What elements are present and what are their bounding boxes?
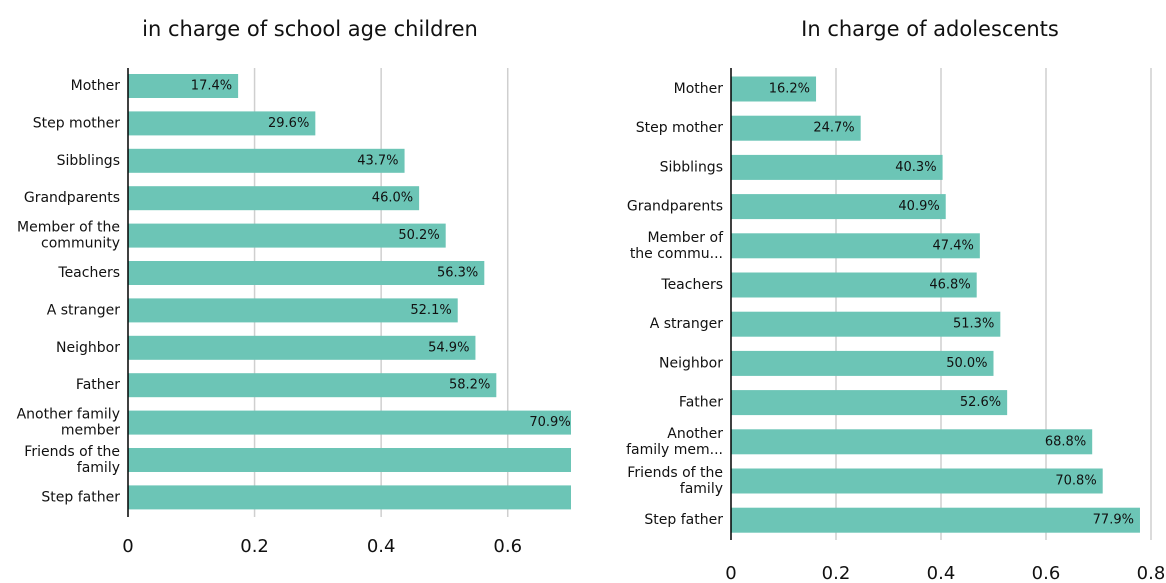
bar	[731, 311, 1001, 337]
x-tick-label: 0.2	[240, 536, 269, 557]
value-label: 17.4%	[191, 79, 232, 94]
value-label: 47.4%	[933, 238, 974, 253]
bar	[731, 194, 946, 220]
bar	[128, 448, 571, 472]
value-label: 24.7%	[813, 121, 854, 136]
chart-title: In charge of adolescents	[801, 17, 1059, 41]
bar	[128, 335, 476, 360]
value-label: 51.3%	[953, 317, 994, 332]
bar	[731, 468, 1103, 494]
bars: 16.2% 24.7% 40.3% 40.9% 47.4% 46.8% 51.3% 50.0%…	[731, 76, 1140, 533]
x-tick-label: 0.6	[1032, 563, 1061, 583]
value-label: 58.2%	[449, 378, 490, 393]
value-label: 40.3%	[895, 160, 936, 175]
y-tick-label: Father	[76, 377, 120, 393]
y-tick-label: Mother	[71, 78, 121, 94]
bars: 17.4% 29.6% 43.7% 46.0% 50.2% 56.3% 52.1% 54.9%…	[128, 74, 571, 510]
value-label: 50.0%	[946, 356, 987, 371]
y-tick-label: Friends of the family	[24, 444, 120, 476]
y-tick-label: Neighbor	[56, 340, 120, 356]
y-tick-label: A stranger	[650, 316, 724, 332]
value-label: 29.6%	[268, 116, 309, 131]
y-tick-label: Step father	[644, 512, 723, 528]
bar	[128, 186, 420, 211]
bar	[731, 350, 994, 376]
bar	[128, 261, 485, 285]
value-label: 68.8%	[1045, 434, 1086, 449]
y-tick-label: Another family mem...	[626, 426, 723, 458]
value-label: 50.2%	[398, 228, 439, 243]
x-tick-label: 0.8	[1137, 563, 1166, 583]
value-label: 16.2%	[769, 82, 810, 97]
bar	[731, 429, 1093, 455]
value-label: 46.8%	[929, 278, 970, 293]
value-label: 56.3%	[437, 266, 478, 281]
bar	[128, 74, 239, 98]
y-tick-label: Friends of the family	[627, 465, 723, 497]
bar	[731, 233, 980, 259]
y-tick-label: Sibblings	[660, 159, 723, 175]
bar	[128, 298, 458, 323]
bar	[128, 223, 446, 248]
y-tick-label: Neighbor	[659, 355, 723, 371]
y-tick-label: Member of the commu...	[630, 230, 724, 262]
y-tick-label: Step father	[41, 489, 120, 505]
value-label: 54.9%	[428, 340, 469, 355]
bar	[128, 148, 405, 173]
y-tick-label: Grandparents	[627, 199, 723, 215]
x-tick-label: 0	[725, 563, 736, 583]
value-label: 40.9%	[898, 199, 939, 214]
x-tick-label: 0.4	[927, 563, 956, 583]
x-tick-label: 0	[122, 536, 133, 557]
bar	[128, 111, 316, 136]
bar	[731, 154, 943, 180]
y-tick-label: Teachers	[660, 277, 723, 293]
bar	[731, 76, 817, 102]
bar	[731, 272, 977, 298]
bar	[128, 373, 497, 398]
x-tick-label: 0.2	[822, 563, 851, 583]
y-tick-label: Another family member	[17, 407, 121, 439]
x-tick-label: 0.4	[367, 536, 396, 557]
bar	[731, 390, 1008, 416]
y-tick-label: Teachers	[57, 265, 120, 281]
bar	[731, 507, 1140, 533]
y-tick-label: A stranger	[47, 302, 121, 318]
value-label: 70.8%	[1055, 474, 1096, 489]
y-tick-label: Father	[679, 395, 723, 411]
y-tick-label: Member of the community	[17, 220, 120, 252]
value-label: 52.6%	[960, 395, 1001, 410]
bar	[128, 485, 571, 510]
y-tick-label: Mother	[674, 81, 724, 97]
chart-title: in charge of school age children	[142, 17, 478, 41]
y-tick-label: Step mother	[33, 115, 121, 131]
bar	[128, 410, 571, 435]
value-label: 46.0%	[372, 191, 413, 206]
bar	[731, 115, 861, 141]
y-tick-label: Step mother	[636, 120, 724, 136]
x-tick-label: 0.6	[493, 536, 522, 557]
value-label: 70.9%	[529, 415, 570, 430]
y-tick-label: Sibblings	[57, 153, 120, 169]
value-label: 52.1%	[410, 303, 451, 318]
y-tick-label: Grandparents	[24, 190, 120, 206]
value-label: 43.7%	[357, 153, 398, 168]
value-label: 77.9%	[1093, 513, 1134, 528]
